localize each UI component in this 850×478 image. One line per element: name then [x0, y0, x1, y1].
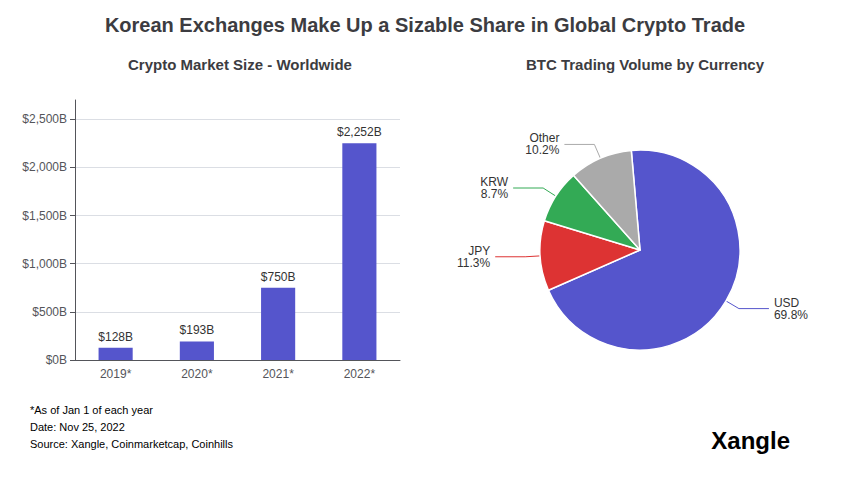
- svg-text:$2,500B: $2,500B: [22, 112, 67, 126]
- svg-text:Crypto Market Size - Worldwide: Crypto Market Size - Worldwide: [128, 56, 352, 73]
- svg-text:10.2%: 10.2%: [525, 143, 559, 157]
- svg-text:$2,252B: $2,252B: [337, 125, 382, 139]
- svg-text:Other: Other: [529, 131, 560, 146]
- svg-text:$1,500B: $1,500B: [22, 209, 67, 223]
- svg-text:KRW: KRW: [480, 175, 509, 189]
- svg-text:$500B: $500B: [32, 305, 67, 319]
- svg-text:Source: Xangle, Coinmarketcap,: Source: Xangle, Coinmarketcap, Coinhills: [30, 438, 233, 450]
- svg-text:Date: Nov 25, 2022: Date: Nov 25, 2022: [30, 421, 125, 433]
- svg-text:$750B: $750B: [261, 270, 296, 284]
- svg-text:69.8%: 69.8%: [774, 308, 808, 322]
- svg-text:$2,000B: $2,000B: [22, 160, 67, 174]
- svg-text:2020*: 2020*: [181, 367, 213, 381]
- svg-text:$0B: $0B: [46, 353, 67, 367]
- svg-text:2019*: 2019*: [100, 367, 132, 381]
- svg-text:11.3%: 11.3%: [457, 256, 490, 270]
- svg-text:USD: USD: [773, 295, 800, 310]
- svg-text:Korean Exchanges Make Up a Siz: Korean Exchanges Make Up a Sizable Share…: [105, 14, 745, 36]
- svg-text:BTC Trading Volume by Currency: BTC Trading Volume by Currency: [526, 56, 765, 73]
- svg-text:*As of Jan 1 of each year: *As of Jan 1 of each year: [30, 404, 153, 416]
- svg-text:$1,000B: $1,000B: [22, 257, 67, 271]
- svg-text:$193B: $193B: [180, 323, 215, 337]
- svg-text:8.7%: 8.7%: [481, 187, 509, 201]
- svg-text:JPY: JPY: [468, 243, 491, 258]
- svg-text:$128B: $128B: [98, 330, 133, 344]
- svg-text:2022*: 2022*: [344, 367, 376, 381]
- svg-text:Xangle: Xangle: [711, 427, 790, 454]
- svg-text:2021*: 2021*: [262, 367, 294, 381]
